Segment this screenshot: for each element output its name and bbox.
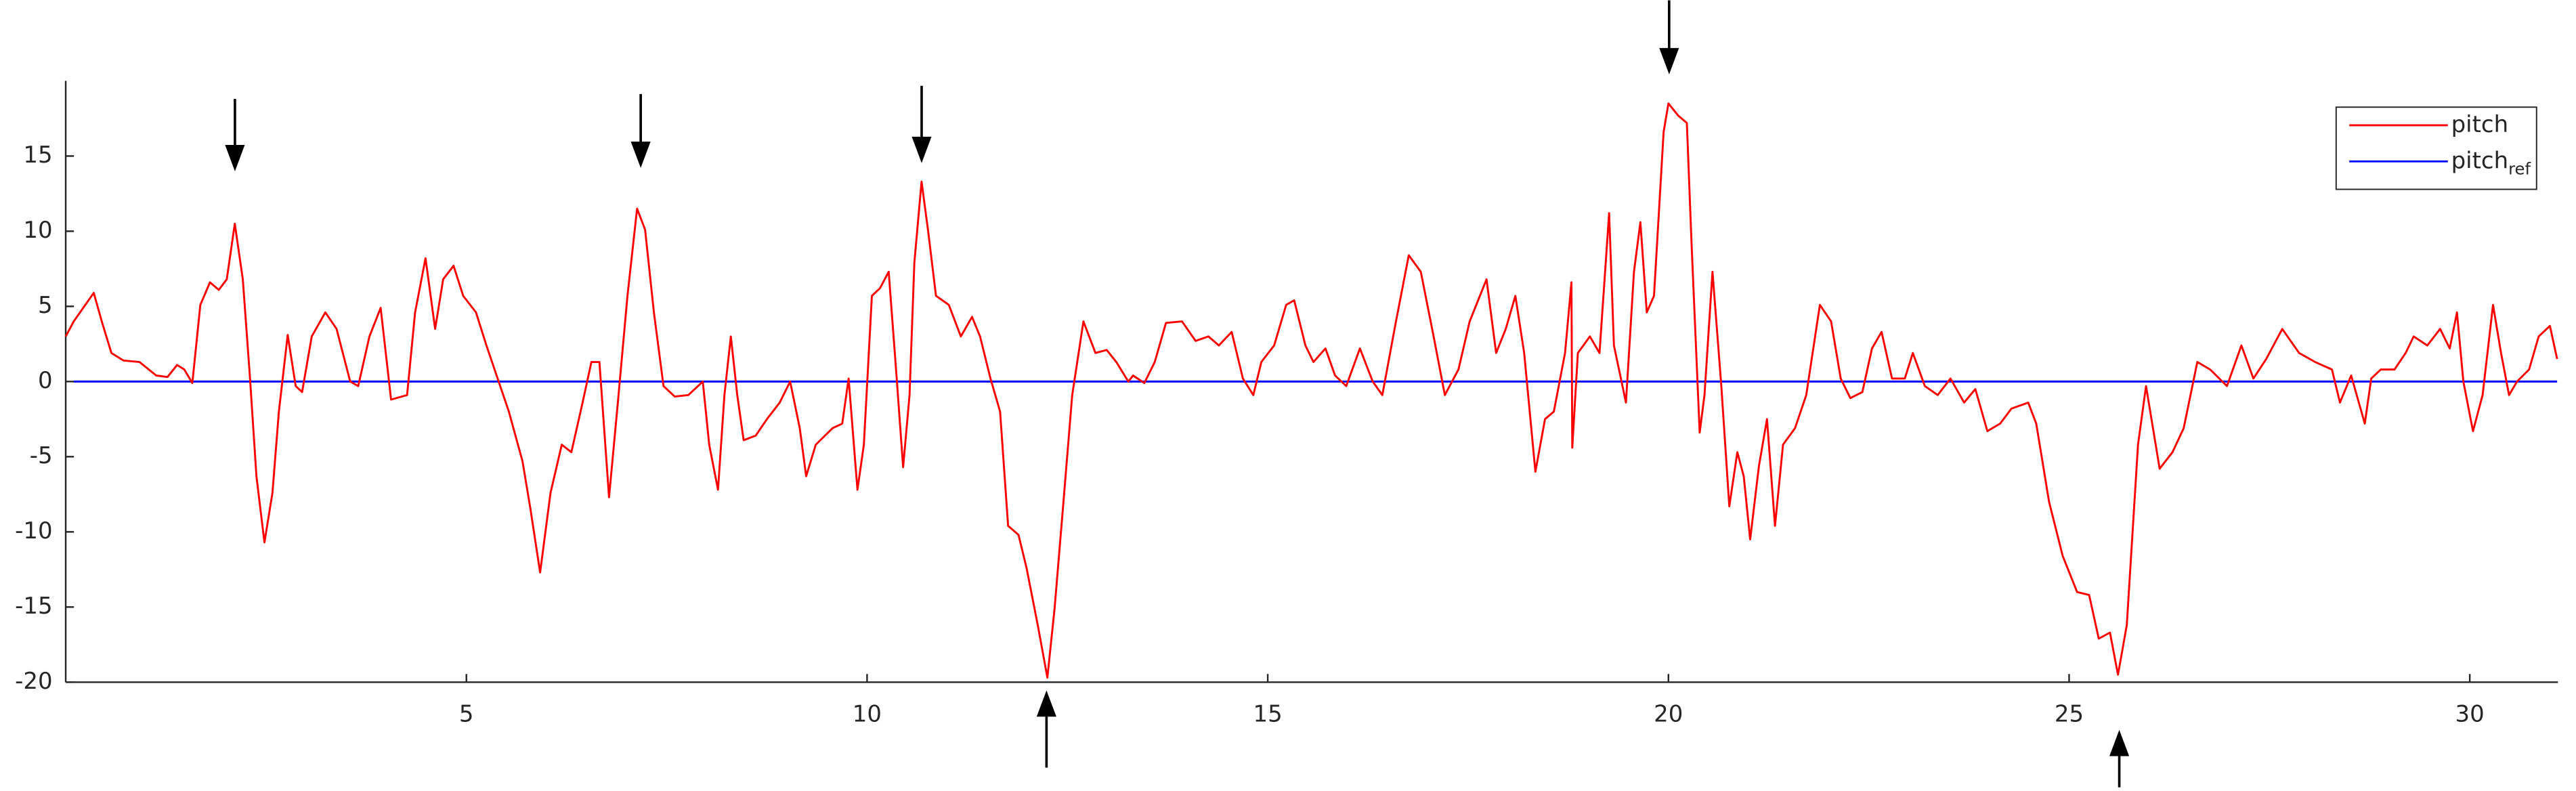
y-tick-label: 0 — [38, 367, 53, 394]
legend-label: pitchref — [2451, 147, 2531, 179]
y-tick-label: 15 — [23, 142, 52, 169]
x-tick-label: 5 — [459, 700, 474, 727]
legend-label: pitch — [2451, 110, 2509, 137]
y-tick-label: -10 — [15, 517, 52, 544]
y-tick-label: -20 — [15, 668, 52, 695]
x-tick-label: 30 — [2455, 700, 2485, 727]
x-tick-label: 10 — [853, 700, 882, 727]
legend-name: pitch — [2451, 110, 2509, 137]
x-tick-label: 15 — [1253, 700, 1282, 727]
legend-name: pitch — [2451, 147, 2509, 174]
x-tick-label: 25 — [2055, 700, 2084, 727]
series-line — [64, 102, 2558, 679]
legend-box — [2335, 106, 2537, 190]
x-tick-label: 20 — [1654, 700, 1683, 727]
y-tick-label: 5 — [38, 292, 53, 319]
y-tick-label: -5 — [30, 442, 53, 469]
annotation-arrows — [225, 0, 2130, 788]
legend-subscript: ref — [2508, 158, 2531, 178]
y-tick-label: -15 — [15, 593, 52, 620]
y-tick-label: 10 — [23, 217, 52, 244]
